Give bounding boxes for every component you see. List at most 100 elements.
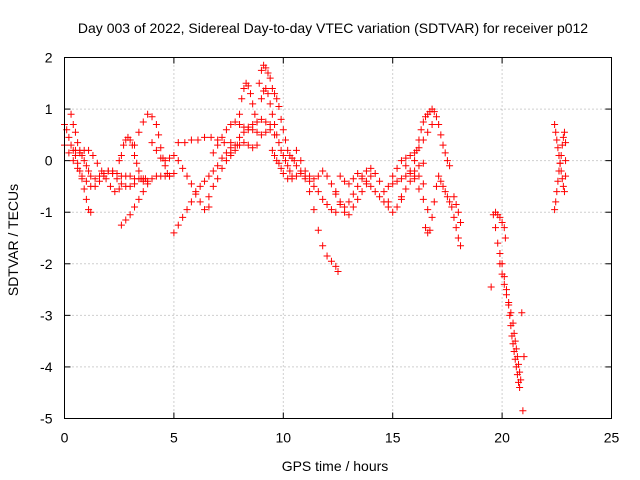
- data-point: [345, 211, 353, 219]
- data-point: [402, 154, 410, 162]
- data-point: [415, 162, 423, 170]
- data-point: [131, 180, 139, 188]
- data-point: [268, 110, 276, 118]
- data-point: [148, 175, 156, 183]
- data-point: [332, 208, 340, 216]
- x-tick-labels: 0 5 10 15 20 25: [61, 430, 620, 446]
- data-point: [236, 133, 244, 141]
- data-point: [286, 167, 294, 175]
- data-point: [69, 121, 77, 129]
- y-tick-labels: -5 -4 -3 -2 -1 0 1 2: [40, 50, 53, 427]
- data-point: [496, 213, 504, 221]
- data-point: [448, 203, 456, 211]
- data-point: [264, 69, 272, 77]
- data-point: [82, 177, 90, 185]
- data-point: [509, 319, 517, 327]
- data-point: [266, 100, 274, 108]
- data-point: [380, 188, 388, 196]
- data-point: [246, 90, 254, 98]
- data-point: [133, 159, 141, 167]
- data-point: [306, 188, 314, 196]
- data-point: [516, 368, 524, 376]
- data-point: [367, 164, 375, 172]
- data-point: [376, 177, 384, 185]
- data-point: [277, 164, 285, 172]
- data-point: [201, 206, 209, 214]
- data-point: [494, 239, 502, 247]
- data-point: [194, 136, 202, 144]
- data-point: [428, 213, 436, 221]
- data-point: [371, 188, 379, 196]
- data-point: [120, 141, 128, 149]
- data-point: [244, 82, 252, 90]
- data-point: [362, 167, 370, 175]
- data-point: [117, 151, 125, 159]
- data-series: [61, 61, 570, 415]
- data-point: [257, 115, 265, 123]
- data-point: [393, 164, 401, 172]
- data-point: [240, 84, 248, 92]
- data-point: [554, 144, 562, 152]
- data-point: [496, 249, 504, 257]
- data-point: [349, 175, 357, 183]
- data-point: [170, 151, 178, 159]
- data-point: [157, 154, 165, 162]
- data-point: [87, 172, 95, 180]
- data-point: [559, 133, 567, 141]
- data-point: [183, 172, 191, 180]
- data-point: [327, 180, 335, 188]
- data-point: [518, 309, 526, 317]
- data-point: [187, 180, 195, 188]
- data-point: [371, 170, 379, 178]
- data-point: [397, 193, 405, 201]
- data-point: [290, 157, 298, 165]
- data-point: [174, 157, 182, 165]
- data-point: [413, 146, 421, 154]
- data-point: [349, 190, 357, 198]
- data-point: [126, 182, 134, 190]
- data-point: [419, 180, 427, 188]
- data-point: [67, 110, 75, 118]
- data-point: [430, 198, 438, 206]
- data-point: [393, 203, 401, 211]
- data-point: [554, 177, 562, 185]
- axis-ticks: [64, 57, 612, 419]
- data-point: [446, 162, 454, 170]
- y-tick-label: -4: [40, 359, 53, 375]
- data-point: [500, 273, 508, 281]
- data-point: [135, 195, 143, 203]
- data-point: [218, 133, 226, 141]
- data-point: [253, 128, 261, 136]
- data-point: [288, 175, 296, 183]
- data-point: [218, 154, 226, 162]
- data-point: [376, 193, 384, 201]
- data-point: [170, 170, 178, 178]
- data-point: [220, 139, 228, 147]
- data-point: [192, 190, 200, 198]
- data-point: [91, 182, 99, 190]
- data-point: [557, 151, 565, 159]
- data-point: [115, 185, 123, 193]
- data-point: [432, 113, 440, 121]
- data-point: [74, 164, 82, 172]
- data-point: [257, 95, 265, 103]
- data-point: [227, 151, 235, 159]
- x-tick-label: 15: [385, 430, 401, 446]
- data-point: [389, 208, 397, 216]
- data-point: [422, 224, 430, 232]
- data-point: [207, 133, 215, 141]
- data-point: [457, 242, 465, 250]
- data-point: [279, 151, 287, 159]
- data-point: [157, 144, 165, 152]
- data-point: [487, 283, 495, 291]
- data-point: [209, 182, 217, 190]
- data-point: [511, 337, 519, 345]
- data-point: [253, 141, 261, 149]
- data-point: [415, 185, 423, 193]
- data-point: [231, 118, 239, 126]
- data-point: [196, 182, 204, 190]
- data-point: [126, 136, 134, 144]
- data-point: [507, 309, 515, 317]
- data-point: [510, 329, 518, 337]
- data-point: [251, 110, 259, 118]
